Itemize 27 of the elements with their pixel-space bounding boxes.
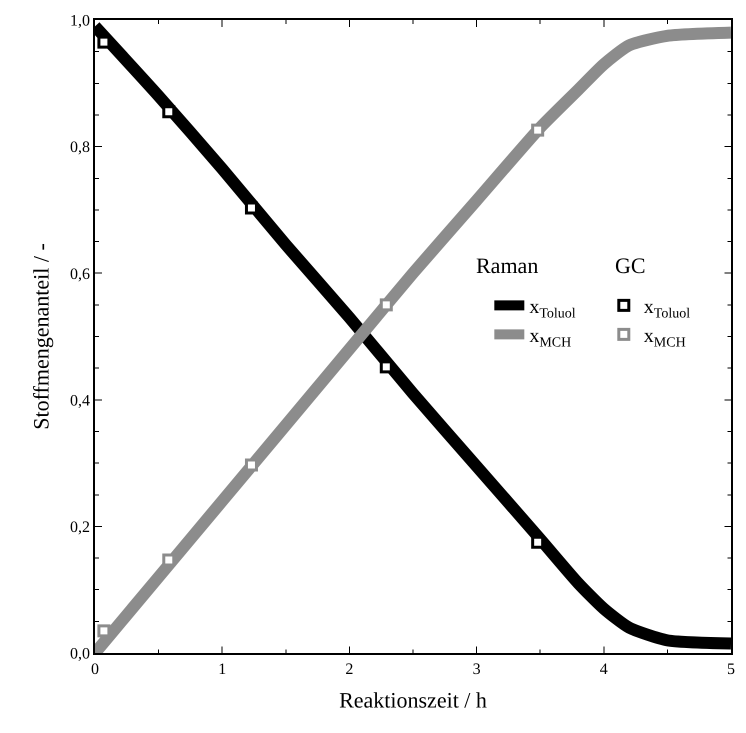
y-axis-title: Stoffmengenanteil / - <box>28 243 54 430</box>
point <box>162 105 176 118</box>
point <box>162 553 176 566</box>
point <box>244 202 258 214</box>
x-tick-label: 4 <box>600 660 608 678</box>
y-tick-label: 0,0 <box>70 646 90 663</box>
point <box>531 124 544 137</box>
y-tick-label: 0,4 <box>70 392 90 410</box>
point <box>380 298 393 312</box>
x-axis-title: Reaktionszeit / h <box>339 687 487 712</box>
x-tick-label: 3 <box>472 660 481 678</box>
y-tick-label: 1,0 <box>70 12 90 30</box>
x-tick-label: 0 <box>91 660 99 678</box>
point <box>97 624 110 638</box>
legend-label: x$_{MCH}$ <box>644 325 686 350</box>
legend-label: x$_{Toluol}$ <box>644 296 690 322</box>
legend-label: x$_{MCH}$ <box>529 325 572 350</box>
x-tick-label: 2 <box>345 660 354 678</box>
y-tick-label: 0,8 <box>70 139 90 156</box>
annotation: GC <box>615 253 646 278</box>
legend-label: x$_{Toluol}$ <box>529 296 576 322</box>
x-tick-label: 1 <box>218 660 226 678</box>
annotation: Raman <box>476 253 538 278</box>
point <box>244 458 258 472</box>
x-tick-label: 5 <box>727 660 735 678</box>
y-tick-label: 0,6 <box>70 266 90 283</box>
y-tick-label: 0,2 <box>70 519 90 536</box>
